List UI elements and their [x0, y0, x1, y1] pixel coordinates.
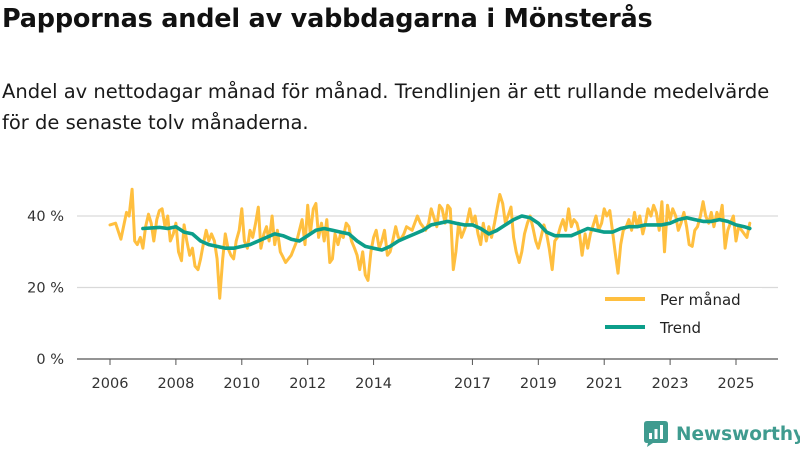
newsworthy-brand: Newsworthy	[644, 419, 800, 449]
x-tick-label: 2012	[289, 376, 326, 392]
y-tick-label: 0 %	[36, 352, 64, 368]
newsworthy-logo-icon	[644, 421, 668, 447]
chart-subtitle: Andel av nettodagar månad för månad. Tre…	[2, 80, 770, 134]
x-tick-label: 2006	[92, 376, 129, 392]
x-tick-label: 2025	[718, 376, 755, 392]
chart-title: Pappornas andel av vabbdagarna i Mönster…	[2, 4, 653, 34]
x-tick-label: 2023	[652, 376, 689, 392]
x-tick-label: 2008	[157, 376, 194, 392]
x-tick-label: 2017	[454, 376, 491, 392]
x-tick-label: 2010	[223, 376, 260, 392]
legend-label: Per månad	[660, 291, 741, 309]
x-tick-label: 2021	[586, 376, 623, 392]
brand-name: Newsworthy	[676, 423, 800, 445]
legend-label: Trend	[659, 319, 701, 337]
series-line-trend	[141, 214, 752, 252]
x-tick-label: 2019	[520, 376, 557, 392]
y-tick-label: 20 %	[27, 281, 64, 297]
y-tick-label: 40 %	[27, 209, 64, 225]
x-tick-label: 2014	[355, 376, 392, 392]
series-line-per-manad	[108, 187, 752, 300]
